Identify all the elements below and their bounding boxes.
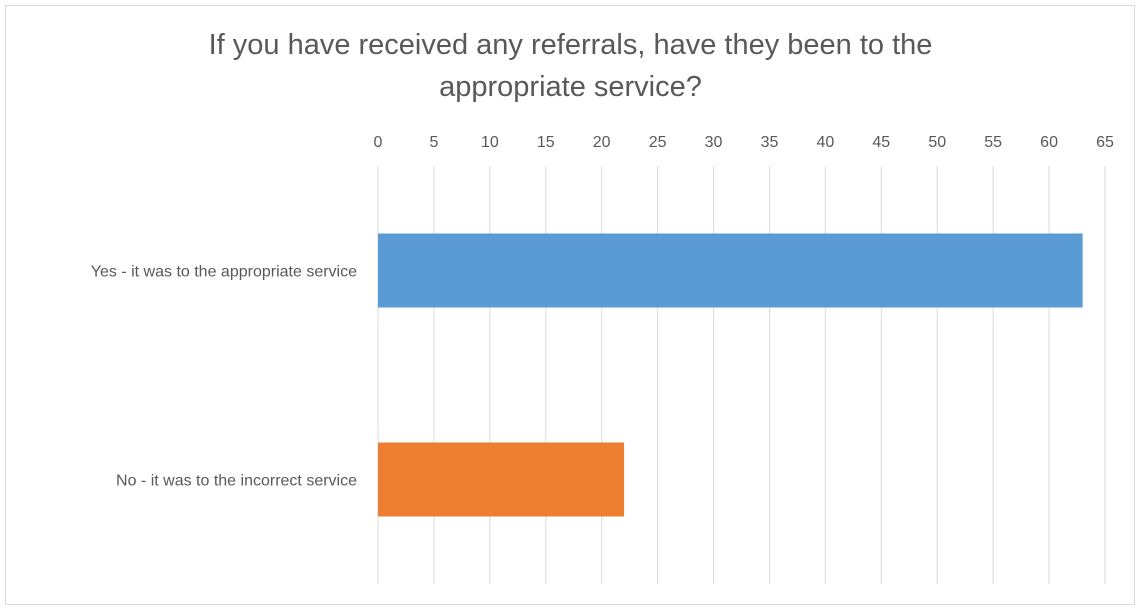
x-tick-label-0: 0 [374,134,383,151]
x-tick-label-5: 5 [429,134,438,151]
category-label-1: Yes - it was to the appropriate service [91,264,357,281]
x-tick-label-20: 20 [593,134,611,151]
x-tick-label-35: 35 [761,134,779,151]
bar-1 [378,233,1083,308]
x-tick-label-30: 30 [705,134,723,151]
x-axis-tick-labels: 0 5 10 15 20 25 30 35 40 45 50 55 60 65 [374,134,1114,151]
category-label-2: No - it was to the incorrect service [116,473,357,490]
x-tick-label-25: 25 [649,134,667,151]
x-tick-label-45: 45 [872,134,890,151]
chart-title: If you have received any referrals, have… [0,24,1141,108]
x-tick-label-50: 50 [928,134,946,151]
x-tick-label-55: 55 [984,134,1002,151]
y-axis-category-labels: Yes - it was to the appropriate service N… [91,264,357,490]
bars [378,233,1083,517]
x-tick-label-40: 40 [816,134,834,151]
gridlines [377,166,1106,584]
x-tick-label-65: 65 [1096,134,1114,151]
chart-title-line-2: appropriate service? [439,71,702,103]
x-tick-label-60: 60 [1040,134,1058,151]
x-tick-label-15: 15 [537,134,555,151]
chart-title-line-1: If you have received any referrals, have… [208,29,933,61]
bar-2 [378,442,625,517]
x-tick-label-10: 10 [481,134,499,151]
